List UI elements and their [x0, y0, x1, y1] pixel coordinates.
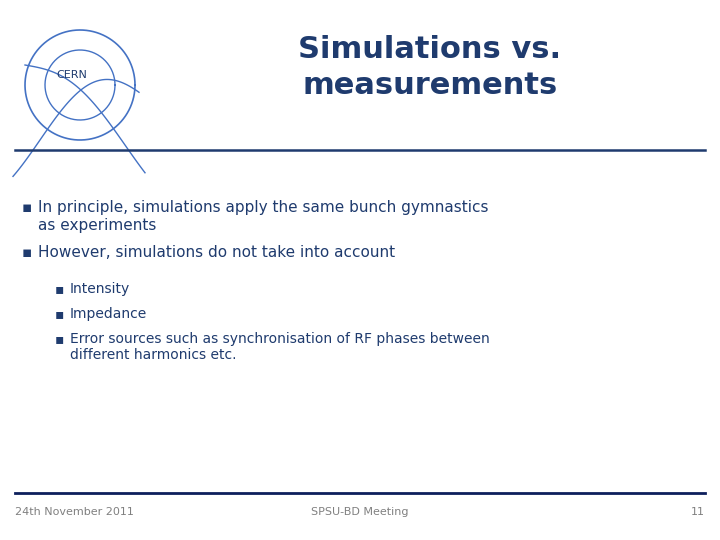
Text: CERN: CERN [57, 70, 87, 80]
Text: However, simulations do not take into account: However, simulations do not take into ac… [38, 245, 395, 260]
Text: Simulations vs.: Simulations vs. [298, 36, 562, 64]
Text: measurements: measurements [302, 71, 557, 99]
Text: 11: 11 [691, 507, 705, 517]
Text: Intensity: Intensity [70, 282, 130, 296]
Text: 24th November 2011: 24th November 2011 [15, 507, 134, 517]
Text: ▪: ▪ [22, 245, 32, 260]
Text: ▪: ▪ [22, 200, 32, 215]
Text: SPSU-BD Meeting: SPSU-BD Meeting [311, 507, 409, 517]
Text: ▪: ▪ [55, 332, 64, 346]
Text: In principle, simulations apply the same bunch gymnastics: In principle, simulations apply the same… [38, 200, 488, 215]
Text: different harmonics etc.: different harmonics etc. [70, 348, 236, 362]
Text: Impedance: Impedance [70, 307, 148, 321]
Text: Error sources such as synchronisation of RF phases between: Error sources such as synchronisation of… [70, 332, 490, 346]
Text: ▪: ▪ [55, 307, 64, 321]
Text: as experiments: as experiments [38, 218, 156, 233]
Text: ▪: ▪ [55, 282, 64, 296]
